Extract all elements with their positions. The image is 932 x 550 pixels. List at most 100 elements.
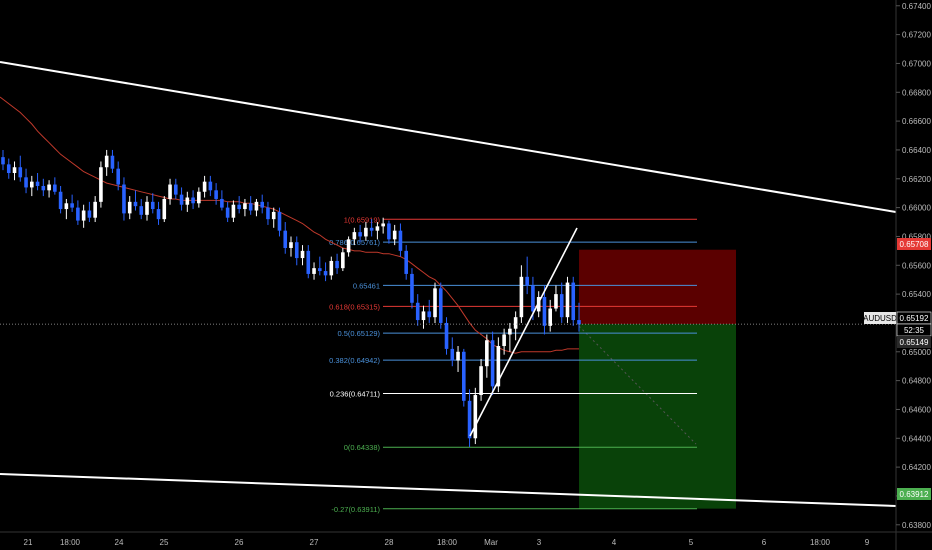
price-tick-label: 0.66400 [902, 146, 931, 155]
candle-body [81, 210, 86, 221]
price-tick-label: 0.66600 [902, 117, 931, 126]
candle-body [577, 320, 581, 325]
candle-body [490, 340, 495, 387]
rising-wedge-line [469, 227, 578, 437]
upper-channel-line [0, 61, 897, 213]
candle-body [352, 232, 357, 240]
fib-label-0: 1(0.65919) [344, 215, 381, 224]
candle-body [410, 273, 414, 303]
candle-body [145, 201, 149, 215]
price-tick-label: 0.66000 [902, 204, 931, 213]
candle-body [346, 239, 351, 253]
candle-body [191, 197, 195, 204]
candle-body [277, 211, 282, 231]
time-tick-label: Mar [484, 538, 498, 547]
candle-body [133, 201, 138, 207]
candle-body [150, 201, 155, 210]
candle-body [93, 201, 97, 218]
candle-body [87, 210, 92, 218]
candle-body [519, 276, 524, 318]
candle-body [220, 198, 224, 208]
candle-body [329, 260, 334, 276]
candle-body [415, 302, 420, 321]
fib-label-7: 0(0.64338) [344, 443, 381, 452]
time-tick-label: 18:00 [60, 538, 81, 547]
price-tick-label: 0.64800 [902, 377, 931, 386]
candle-body [18, 167, 23, 178]
candle-body [508, 328, 512, 335]
candle-body [473, 395, 478, 439]
candle-body [525, 276, 529, 286]
candle-body [271, 211, 276, 220]
candle-body [70, 203, 74, 208]
candle-body [237, 204, 241, 210]
candle-body [231, 204, 236, 218]
candle-body [266, 207, 270, 220]
price-tick-label: 0.65800 [902, 232, 931, 241]
candle-body [318, 268, 322, 272]
candle-body [306, 250, 311, 274]
candle-body [502, 334, 506, 347]
price-tick-label: 0.66200 [902, 175, 931, 184]
candle-body [323, 271, 328, 276]
candle-body [110, 155, 115, 169]
time-tick-label: 26 [235, 538, 244, 547]
bid-tag-bg [897, 336, 931, 348]
fib-label-4: 0.5(0.65129) [337, 329, 380, 338]
time-tick-label: 21 [24, 538, 33, 547]
symbol-tag: AUDUSD [863, 314, 897, 323]
candle-body [162, 198, 167, 220]
candle-body [174, 184, 178, 195]
candlesticks [1, 149, 581, 447]
candle-body [179, 194, 184, 205]
candle-body [398, 230, 403, 251]
candle-body [358, 232, 362, 237]
ma-line [0, 96, 579, 354]
candle-body [450, 348, 455, 361]
target-tag-bg [897, 488, 931, 500]
candle-body [35, 181, 40, 186]
price-tick-label: 0.65600 [902, 261, 931, 270]
candle-body [364, 227, 368, 237]
price-tick-label: 0.65400 [902, 290, 931, 299]
candle-body [421, 311, 426, 321]
fib-label-6: 0.236(0.64711) [330, 389, 381, 398]
time-tick-label: 18:00 [810, 538, 831, 547]
stop-tag-bg [897, 238, 931, 250]
candle-body [47, 184, 51, 191]
candle-body [1, 157, 5, 165]
candle-body [58, 191, 63, 210]
candle-body [548, 308, 552, 326]
candle-body [312, 268, 316, 274]
price-tick-label: 0.64600 [902, 405, 931, 414]
candle-body [462, 351, 466, 401]
candle-body [99, 167, 103, 202]
candle-body [381, 223, 385, 227]
candle-body [467, 400, 472, 439]
time-tick-label: 18:00 [437, 538, 458, 547]
candle-body [64, 203, 69, 210]
price-tick-label: 0.64400 [902, 434, 931, 443]
candle-body [554, 294, 558, 309]
candle-body [24, 177, 28, 188]
candle-body [444, 322, 449, 349]
price-tick-label: 0.65000 [902, 348, 931, 357]
time-axis[interactable]: 21 18:00 24 25 26 27 28 18:00 Mar 3 4 5 6 18:00 9 [0, 531, 932, 547]
candle-body [341, 252, 345, 269]
candle-body [6, 164, 11, 174]
candle-body [104, 155, 109, 168]
candle-body [254, 201, 259, 211]
candle-body [156, 209, 161, 220]
trendlines [0, 61, 897, 507]
price-axis[interactable]: 0.67400 0.67200 0.67000 0.66800 0.66600 0.664… [895, 0, 931, 550]
time-tick-label: 9 [865, 538, 870, 547]
candle-body [335, 260, 339, 269]
candle-body [12, 167, 17, 174]
position-zones [578, 249, 736, 509]
candle-body [185, 197, 190, 205]
candle-body [168, 184, 172, 199]
candle-body [53, 184, 57, 192]
candle-body [41, 185, 46, 191]
